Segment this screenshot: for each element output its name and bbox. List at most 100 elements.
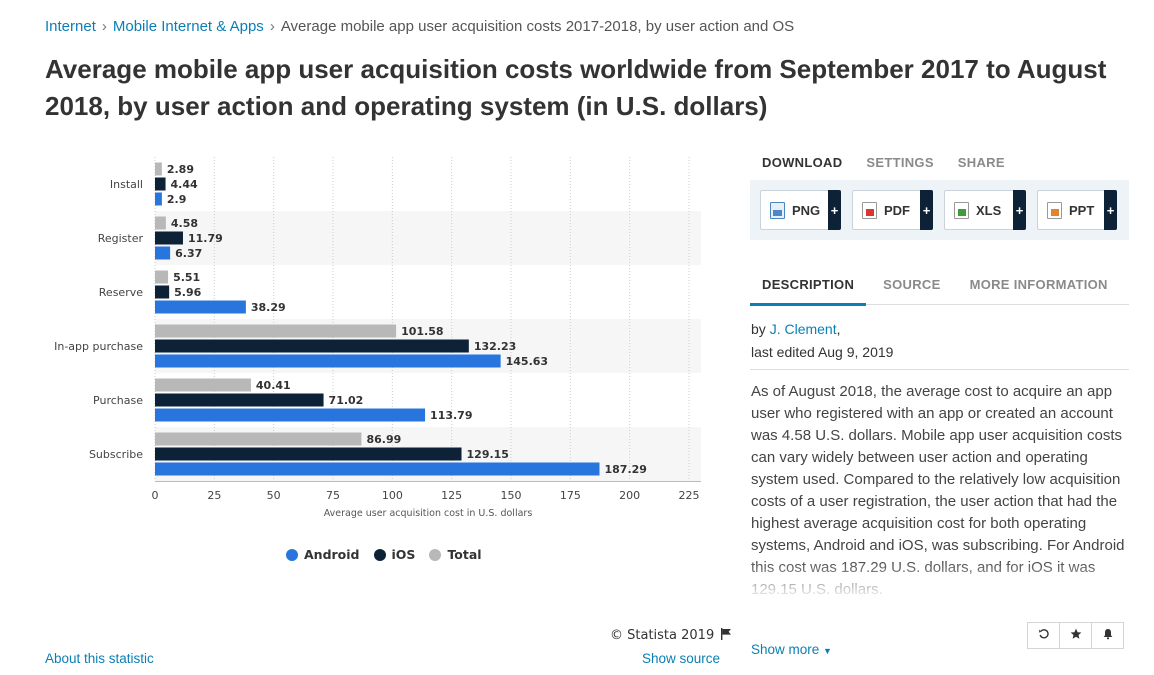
xls-file-icon — [954, 201, 969, 219]
history-button[interactable] — [1027, 622, 1060, 649]
show-source-link[interactable]: Show source — [642, 651, 721, 666]
copyright: © Statista 2019 — [610, 628, 732, 644]
notification-button[interactable] — [1091, 622, 1124, 649]
last-edited: last edited Aug 9, 2019 — [751, 344, 894, 360]
tab-more-information[interactable]: MORE INFORMATION — [969, 277, 1108, 292]
data-label: 6.37 — [175, 247, 202, 260]
x-tick-label: 150 — [501, 489, 522, 502]
x-tick-label: 0 — [152, 489, 159, 502]
category-label: Reserve — [99, 286, 143, 299]
data-label: 132.23 — [474, 340, 516, 353]
legend-item-android[interactable]: Android — [286, 547, 360, 562]
action-buttons — [1027, 622, 1124, 649]
x-tick-label: 75 — [326, 489, 340, 502]
category-label: Subscribe — [89, 448, 143, 461]
breadcrumb-link-mobile-internet[interactable]: Mobile Internet & Apps — [112, 18, 264, 35]
category-label: In-app purchase — [54, 340, 143, 353]
favorite-button[interactable] — [1059, 622, 1092, 649]
data-label: 101.58 — [401, 325, 443, 338]
pdf-file-icon — [862, 201, 877, 219]
bar-total — [155, 324, 397, 338]
copyright-text: © Statista 2019 — [610, 628, 715, 643]
divider — [750, 369, 1129, 370]
x-tick-label: 50 — [267, 489, 281, 502]
x-tick-label: 25 — [207, 489, 221, 502]
data-label: 71.02 — [329, 394, 364, 407]
legend-label: Android — [304, 547, 360, 562]
download-ppt-button[interactable]: PPT + — [1037, 190, 1117, 230]
bar-total — [155, 378, 251, 392]
tab-description[interactable]: DESCRIPTION — [750, 277, 867, 306]
data-label: 2.9 — [167, 193, 187, 206]
tab-share[interactable]: SHARE — [957, 155, 1005, 170]
data-label: 187.29 — [605, 463, 647, 476]
bar-total — [155, 216, 166, 230]
download-xls-label: XLS — [976, 202, 1002, 218]
show-more-link[interactable]: Show more ▼ — [751, 642, 832, 657]
plus-icon[interactable]: + — [828, 190, 841, 230]
x-tick-label: 125 — [441, 489, 462, 502]
data-label: 5.96 — [174, 286, 201, 299]
download-panel: PNG + PDF + XLS + PPT + — [750, 180, 1129, 240]
legend-dot-total — [429, 548, 442, 561]
bar-ios — [155, 447, 462, 461]
author-link[interactable]: J. Clement — [769, 321, 837, 337]
tab-source[interactable]: SOURCE — [883, 277, 941, 292]
bar-ios — [155, 231, 183, 245]
data-label: 4.44 — [171, 178, 198, 191]
bar-chart: Install 2.89 4.44 2.9 Register 4.58 11.79 6.37 R… — [54, 157, 701, 519]
data-label: 5.51 — [173, 271, 200, 284]
download-png-label: PNG — [792, 202, 821, 218]
data-label: 11.79 — [188, 232, 223, 245]
x-tick-label: 175 — [560, 489, 581, 502]
bar-android — [155, 192, 162, 206]
bar-android — [155, 354, 501, 368]
bar-total — [155, 162, 162, 176]
bell-icon — [1102, 628, 1114, 643]
flag-icon — [720, 628, 732, 644]
x-tick-label: 200 — [619, 489, 640, 502]
row-band — [155, 211, 701, 265]
data-label: 113.79 — [430, 409, 472, 422]
breadcrumb: Internet › Mobile Internet & Apps › Average … — [45, 18, 794, 35]
x-tick-label: 225 — [679, 489, 700, 502]
download-pdf-button[interactable]: PDF + — [852, 190, 933, 230]
legend-item-ios[interactable]: iOS — [373, 547, 416, 562]
author-info: by J. Clement, last edited Aug 9, 2019 — [751, 318, 893, 364]
legend-item-total[interactable]: Total — [429, 547, 482, 562]
bar-android — [155, 408, 426, 422]
breadcrumb-separator: › — [101, 18, 107, 35]
tab-settings[interactable]: SETTINGS — [866, 155, 934, 170]
plus-icon[interactable]: + — [1013, 190, 1026, 230]
data-label: 4.58 — [171, 217, 198, 230]
ppt-file-icon — [1047, 201, 1062, 219]
bar-ios — [155, 393, 324, 407]
plus-icon[interactable]: + — [920, 190, 933, 230]
category-label: Purchase — [93, 394, 143, 407]
breadcrumb-link-internet[interactable]: Internet — [45, 18, 96, 35]
download-pdf-label: PDF — [884, 202, 910, 218]
legend-dot-android — [286, 548, 298, 561]
breadcrumb-current: Average mobile app user acquisition cost… — [280, 18, 795, 35]
data-label: 2.89 — [167, 163, 194, 176]
download-xls-button[interactable]: XLS + — [944, 190, 1026, 230]
legend-label: iOS — [391, 547, 416, 562]
plus-icon[interactable]: + — [1104, 190, 1117, 230]
bar-ios — [155, 339, 469, 353]
page-title: Average mobile app user acquisition cost… — [45, 54, 1107, 121]
data-label: 129.15 — [467, 448, 509, 461]
data-label: 145.63 — [506, 355, 548, 368]
bar-total — [155, 432, 362, 446]
about-statistic-link[interactable]: About this statistic — [45, 651, 154, 666]
bar-android — [155, 300, 246, 314]
x-tick-label: 100 — [382, 489, 403, 502]
download-ppt-label: PPT — [1069, 202, 1095, 218]
download-png-button[interactable]: PNG + — [760, 190, 841, 230]
show-more-label: Show more — [751, 642, 820, 657]
history-icon — [1038, 628, 1050, 643]
category-label: Install — [110, 178, 143, 191]
bar-android — [155, 246, 171, 260]
bar-ios — [155, 177, 166, 191]
data-label: 38.29 — [251, 301, 286, 314]
bar-android — [155, 462, 600, 476]
